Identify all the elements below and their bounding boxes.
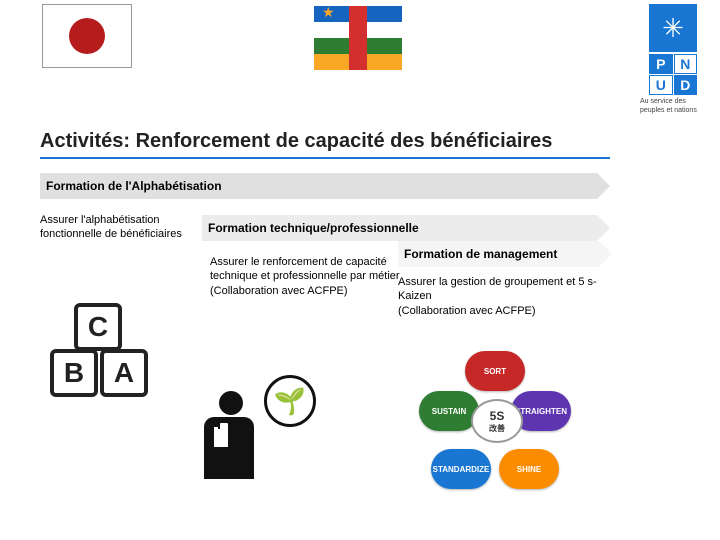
five-s-center: 5S 改善 bbox=[471, 399, 523, 443]
arrow-head-icon bbox=[597, 173, 610, 199]
main: Activités: Renforcement de capacité des … bbox=[40, 130, 610, 503]
row-technique-header: Formation technique/professionnelle bbox=[202, 215, 597, 241]
seg-sort: SORT bbox=[465, 351, 525, 391]
row-management: Formation de management bbox=[398, 241, 612, 267]
row-management-text: Assurer la gestion de groupement et 5 s-… bbox=[398, 276, 597, 302]
pnud-u: U bbox=[649, 75, 673, 95]
row-technique-collab: (Collaboration avec ACFPE) bbox=[210, 285, 348, 297]
person-icon bbox=[204, 391, 258, 479]
row-management-collab: (Collaboration avec ACFPE) bbox=[398, 305, 536, 317]
row-technique-text: Assurer le renforcement de capacité tech… bbox=[210, 256, 400, 282]
seg-shine: SHINE bbox=[499, 449, 559, 489]
content-rows: Formation de l'Alphabétisation Assurer l… bbox=[40, 173, 610, 503]
undp-logo: ✳ P N U D Au service des peuples et nati… bbox=[638, 4, 708, 115]
undp-tagline: Au service des peuples et nations bbox=[638, 97, 708, 115]
row-alphabetisation-header: Formation de l'Alphabétisation bbox=[40, 173, 597, 199]
row-technique: Formation technique/professionnelle bbox=[202, 215, 610, 241]
five-s-label: 5S bbox=[490, 409, 505, 423]
row-technique-body: Assurer le renforcement de capacité tech… bbox=[210, 255, 400, 298]
slide: ★ ✳ P N U D Au service des peuples et na… bbox=[0, 0, 720, 540]
arrow-head-icon bbox=[599, 241, 612, 267]
five-s-sub: 改善 bbox=[489, 423, 505, 434]
pnud-letters: P N U D bbox=[649, 54, 697, 95]
technical-training-icon bbox=[204, 359, 324, 479]
row-management-header: Formation de management bbox=[398, 241, 599, 267]
seg-sustain: SUSTAIN bbox=[419, 391, 479, 431]
clipboard-icon bbox=[212, 425, 230, 449]
row-management-body: Assurer la gestion de groupement et 5 s-… bbox=[398, 275, 608, 318]
pnud-p: P bbox=[649, 54, 673, 74]
abc-blocks-icon: C B A bbox=[44, 303, 154, 397]
cube-c: C bbox=[74, 303, 122, 351]
page-title: Activités: Renforcement de capacité des … bbox=[40, 130, 610, 159]
row-alphabetisation: Formation de l'Alphabétisation bbox=[40, 173, 610, 199]
arrow-head-icon bbox=[597, 215, 610, 241]
cube-a: A bbox=[100, 349, 148, 397]
un-emblem-icon: ✳ bbox=[649, 4, 697, 52]
plant-icon bbox=[264, 375, 316, 427]
seg-standardize: STANDARDIZE bbox=[431, 449, 491, 489]
cube-b: B bbox=[50, 349, 98, 397]
row-alphabetisation-body: Assurer l'alphabétisation fonctionnelle … bbox=[40, 213, 190, 242]
pnud-n: N bbox=[674, 54, 698, 74]
japan-flag-icon bbox=[42, 4, 132, 68]
five-s-wheel-icon: SORT STRAIGHTEN SHINE STANDARDIZE SUSTAI… bbox=[410, 351, 580, 491]
car-flag-icon: ★ bbox=[314, 6, 402, 70]
pnud-d: D bbox=[674, 75, 698, 95]
star-icon: ★ bbox=[322, 4, 335, 21]
